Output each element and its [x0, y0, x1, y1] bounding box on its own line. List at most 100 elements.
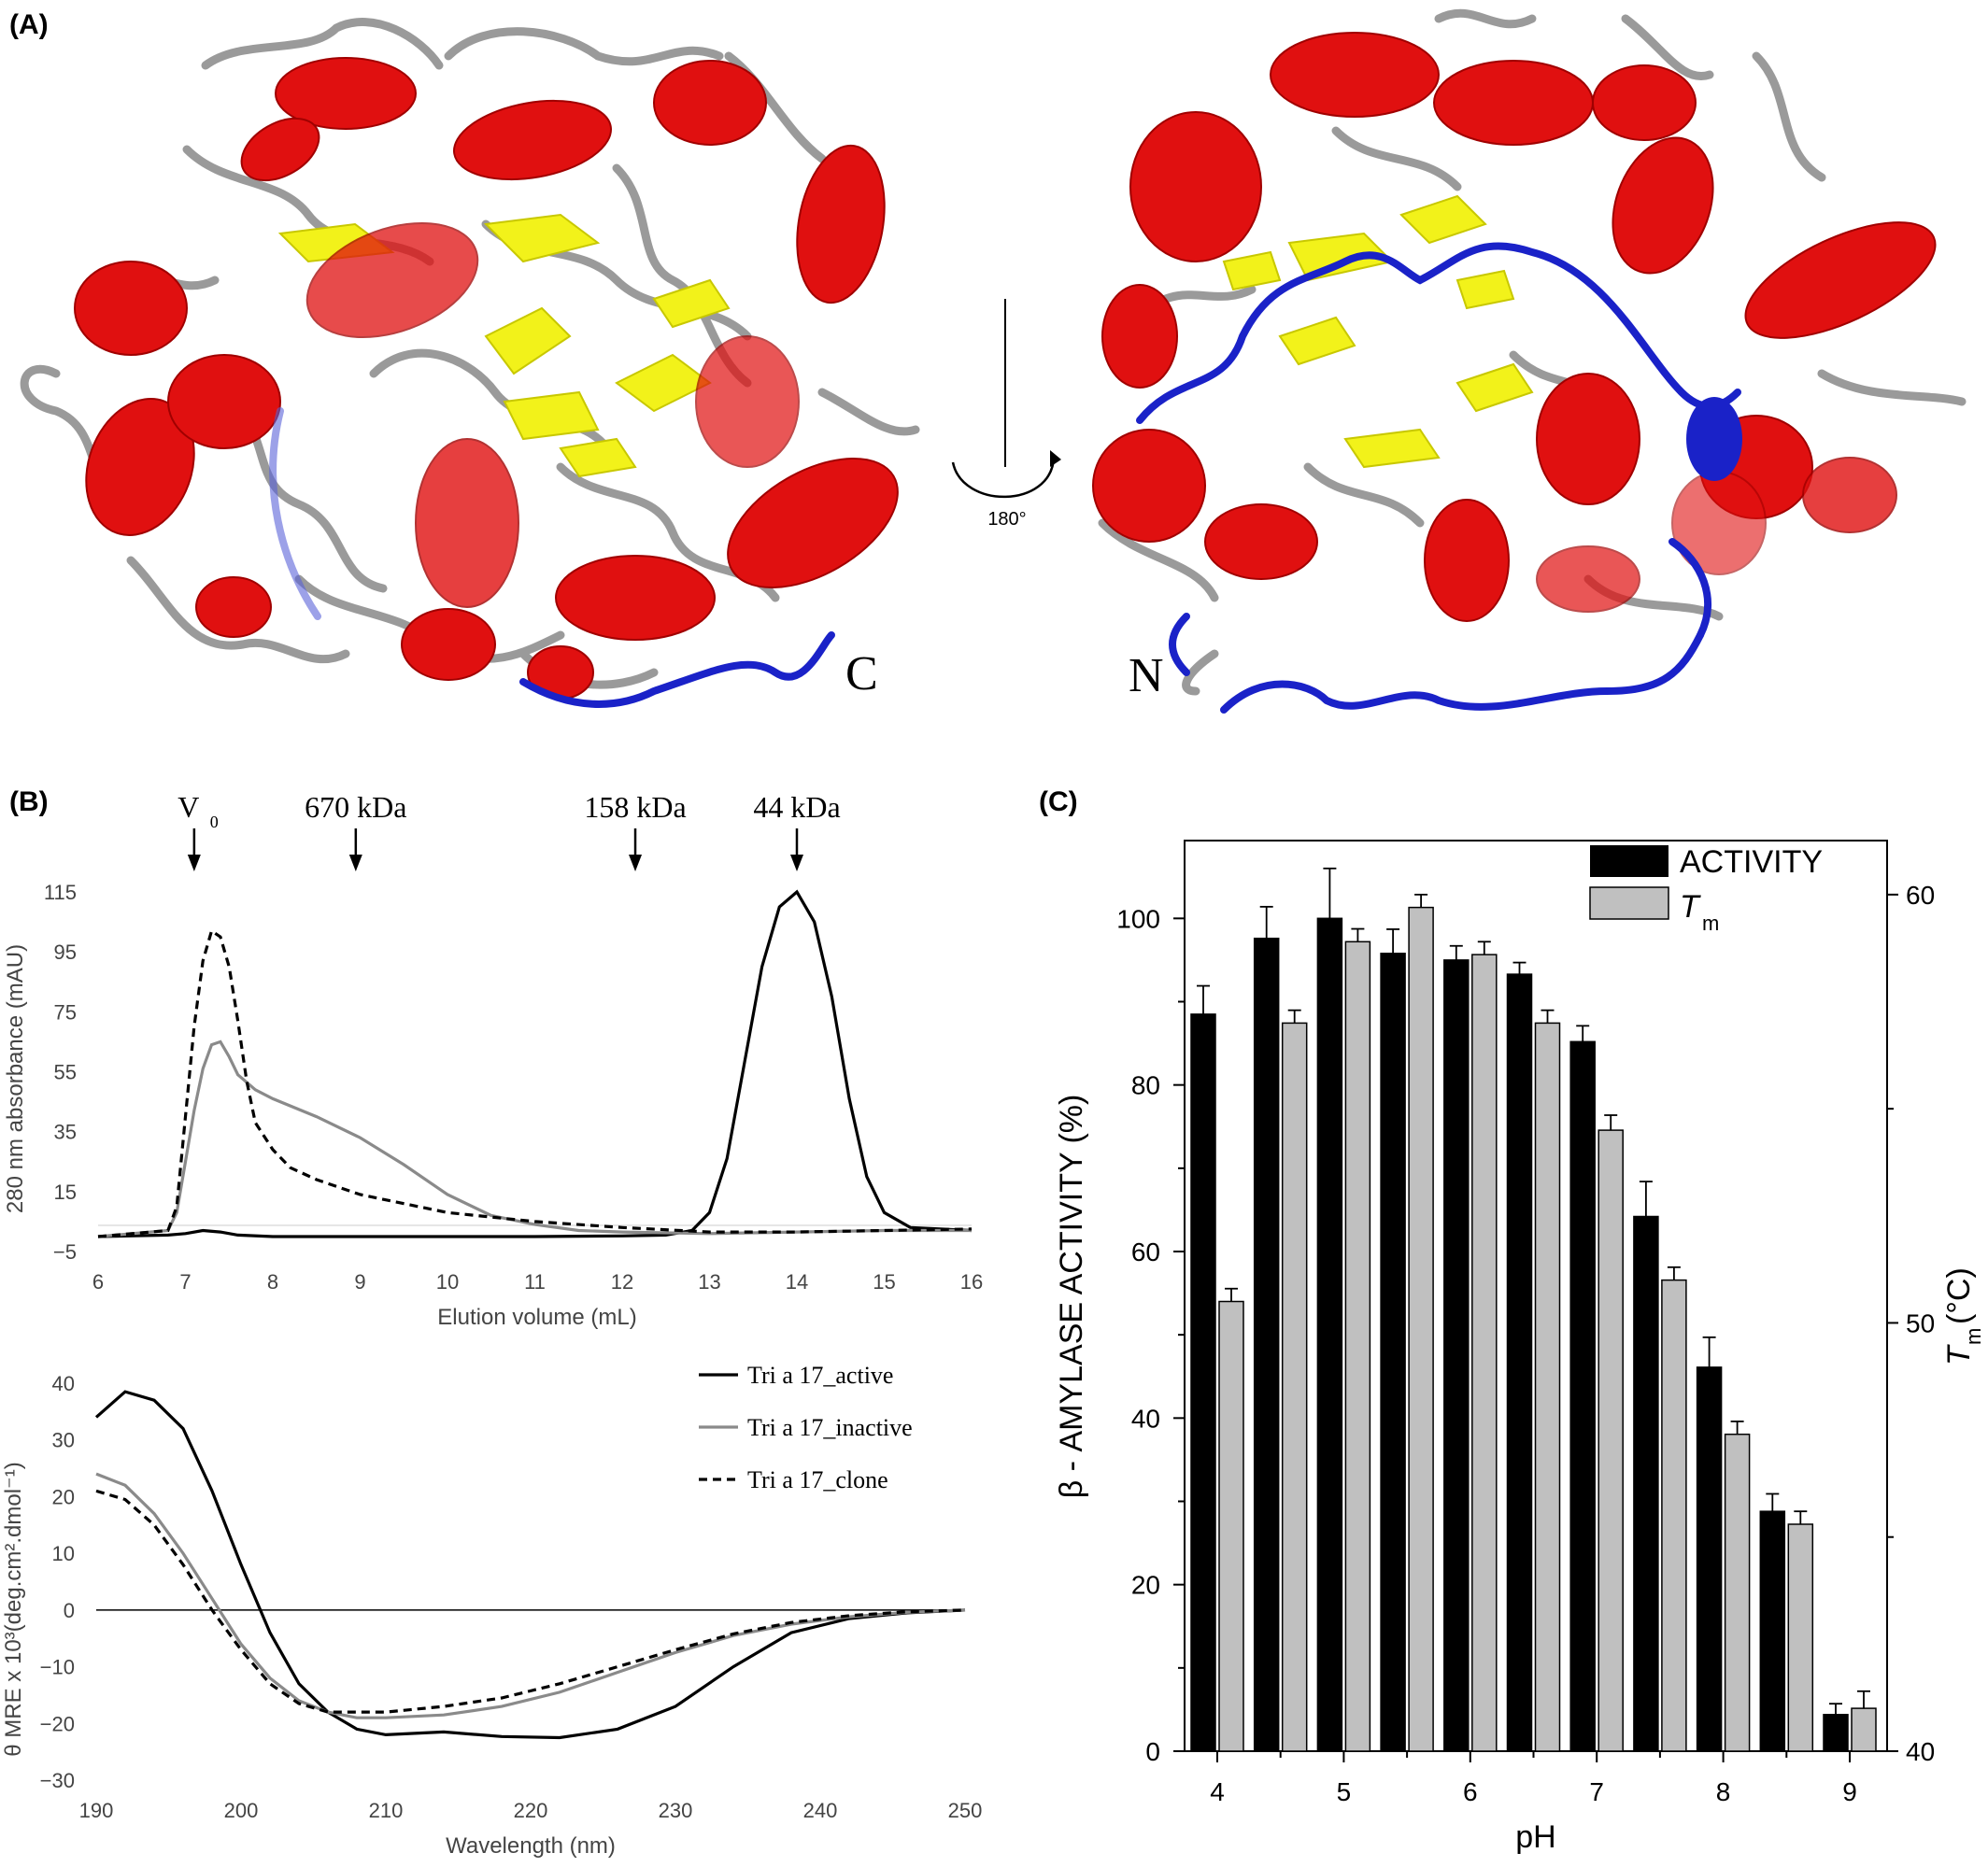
legend-swatch-activity [1590, 845, 1668, 877]
sec-marker-label: V [178, 790, 199, 824]
sec-x-tick: 14 [786, 1270, 808, 1294]
sec-y-tick: 15 [54, 1181, 77, 1204]
bar-tm [1724, 1433, 1751, 1752]
sec-x-tick: 8 [267, 1270, 278, 1294]
cd-series-line-0 [94, 1390, 966, 1740]
down-arrow-icon [790, 855, 803, 871]
cd-x-tick: 240 [803, 1799, 838, 1822]
sec-y-tick: 55 [54, 1061, 77, 1084]
sec-series-line-1 [97, 1040, 972, 1238]
bar-x-tick: 9 [1842, 1777, 1857, 1806]
sec-x-tick: 9 [354, 1270, 365, 1294]
cd-x-tick: 220 [514, 1799, 548, 1822]
sec-marker-subscript: 0 [210, 813, 219, 831]
cd-y-tick: −20 [40, 1712, 75, 1735]
cd-x-axis-label: Wavelength (nm) [446, 1833, 616, 1859]
cd-x-tick: 190 [79, 1799, 114, 1822]
cd-legend-label: Tri a 17_inactive [747, 1414, 913, 1441]
sec-x-tick: 7 [179, 1270, 191, 1294]
rotation-label: 180° [987, 509, 1026, 530]
bar-x-tick: 6 [1463, 1777, 1478, 1806]
bar-x-tick: 7 [1589, 1777, 1604, 1806]
bar-x-tick: 8 [1716, 1777, 1731, 1806]
sec-x-tick: 12 [611, 1270, 633, 1294]
down-arrow-icon [348, 855, 362, 871]
protein-structure-front [20, 18, 920, 708]
bar-y-left-tick: 40 [1131, 1404, 1160, 1433]
bar-y-axis-left-label: β - AMYLASE ACTIVITY (%) [1054, 1095, 1089, 1499]
bar-tm [1534, 1022, 1561, 1752]
legend-label-activity: ACTIVITY [1680, 844, 1823, 880]
sec-marker-label: 44 kDa [753, 790, 840, 824]
sec-marker-label: 158 kDa [584, 790, 686, 824]
bar-tm [1408, 906, 1434, 1752]
sec-x-tick: 13 [698, 1270, 720, 1294]
bar-activity [1696, 1366, 1723, 1752]
bar-activity [1633, 1215, 1659, 1752]
bar-y-left-tick: 20 [1131, 1571, 1160, 1600]
bar-activity [1253, 937, 1280, 1752]
bar-y-right-tick: 50 [1906, 1308, 1935, 1337]
cd-x-tick: 250 [948, 1799, 983, 1822]
bar-activity [1443, 959, 1470, 1752]
cd-x-tick: 230 [659, 1799, 693, 1822]
sec-x-tick: 6 [92, 1270, 104, 1294]
cd-series-line-2 [95, 1489, 966, 1714]
cd-legend-label: Tri a 17_active [747, 1362, 893, 1389]
bar-activity [1316, 917, 1343, 1752]
bar-tm [1471, 954, 1498, 1752]
bar-activity [1569, 1040, 1596, 1752]
bar-tm [1598, 1129, 1624, 1752]
cd-x-tick: 200 [224, 1799, 259, 1822]
tm-axis-unit: (°C) [1941, 1267, 1977, 1324]
n-terminus-label: N [1129, 649, 1164, 702]
bar-activity [1380, 953, 1406, 1752]
bar-activity [1190, 1013, 1216, 1752]
cd-y-tick: −10 [40, 1656, 75, 1679]
sec-x-tick: 16 [960, 1270, 983, 1294]
bar-y-axis-right-label: T m (°C) [1941, 1267, 1985, 1365]
tm-axis-symbol: T [1941, 1344, 1977, 1365]
bar-y-right-tick: 60 [1906, 881, 1935, 910]
cd-y-tick: 0 [64, 1599, 75, 1622]
bar-y-left-tick: 0 [1145, 1737, 1160, 1766]
bar-tm [1851, 1707, 1877, 1752]
bar-y-left-tick: 80 [1131, 1071, 1160, 1100]
bar-x-tick: 4 [1210, 1777, 1225, 1806]
legend-label-tm-sub: m [1702, 912, 1719, 935]
down-arrow-icon [187, 855, 201, 871]
sec-x-axis-label: Elution volume (mL) [437, 1305, 636, 1330]
cd-legend: Tri a 17_active Tri a 17_inactive Tri a 17… [699, 1362, 913, 1493]
cd-chart: 40 30 20 10 0 −10 −20 −30 190 200 210 220 230 240 250… [1, 1362, 982, 1859]
legend-label-tm: T [1680, 889, 1701, 925]
sec-y-tick: −5 [53, 1240, 77, 1264]
sec-marker-label: 670 kDa [305, 790, 406, 824]
bar-tm [1281, 1022, 1308, 1752]
bar-y-left-tick: 100 [1116, 904, 1160, 933]
down-arrow-icon [629, 855, 643, 871]
bar-legend: ACTIVITY T m [1589, 844, 1823, 935]
c-terminus-label: C [845, 647, 878, 700]
cd-x-tick: 210 [369, 1799, 404, 1822]
cd-y-tick: 10 [52, 1542, 75, 1565]
bar-tm [1787, 1523, 1814, 1752]
cd-y-tick: 30 [52, 1429, 75, 1452]
bar-activity [1823, 1714, 1849, 1752]
sec-y-tick: 75 [54, 1000, 77, 1024]
rotation-arrow-icon [951, 299, 1061, 499]
cd-y-tick: 40 [52, 1372, 75, 1395]
panel-label-c: (C) [1039, 786, 1078, 817]
bar-tm [1661, 1279, 1687, 1752]
bar-x-axis-label: pH [1515, 1819, 1555, 1855]
bar-activity [1506, 973, 1533, 1752]
sec-y-tick: 35 [54, 1121, 77, 1144]
activity-bar-chart: 0 20 40 60 80 100 40 50 60 4 5 6 7 8 9 ACTIVITY T m … [1054, 840, 1985, 1855]
bar-y-left-tick: 60 [1131, 1238, 1160, 1266]
tm-axis-sub: m [1962, 1328, 1985, 1345]
bar-x-tick: 5 [1337, 1777, 1352, 1806]
sec-series-line-2 [97, 928, 973, 1238]
sec-y-axis-label: 280 nm absorbance (mAU) [3, 944, 28, 1213]
bar-tm [1344, 941, 1371, 1752]
cd-y-axis-label: θ MRE x 10³(deg.cm².dmol⁻¹) [1, 1462, 26, 1756]
